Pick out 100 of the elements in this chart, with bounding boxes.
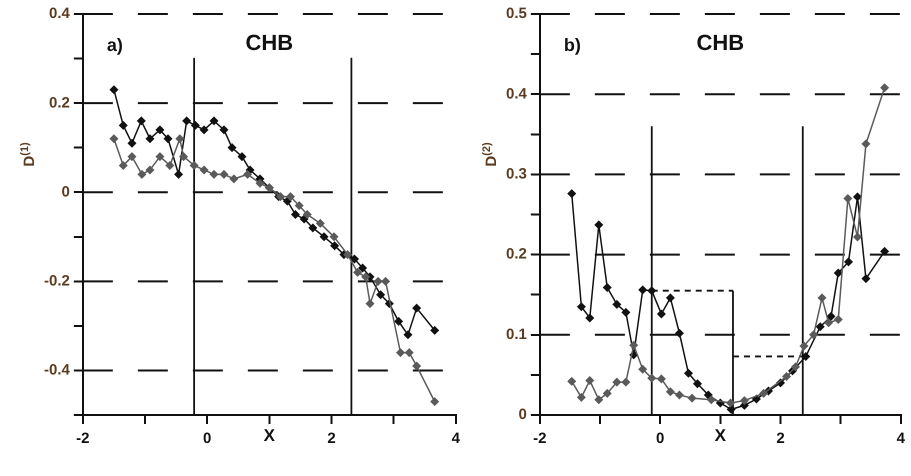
y-tick-label: 0.2 xyxy=(48,94,70,112)
point xyxy=(361,272,370,282)
point xyxy=(286,192,295,202)
point xyxy=(403,330,412,340)
point xyxy=(759,388,768,398)
point xyxy=(880,83,890,92)
point xyxy=(366,299,375,308)
x-tick-label: 0 xyxy=(656,430,664,448)
point xyxy=(200,165,209,174)
text: CHB xyxy=(246,30,294,56)
point xyxy=(638,285,648,294)
point xyxy=(175,134,184,144)
y-axis-title: D(2) xyxy=(481,142,500,167)
point xyxy=(704,390,713,400)
point xyxy=(109,134,118,144)
point xyxy=(302,210,312,219)
x-tick-label: 4 xyxy=(452,430,461,448)
point xyxy=(243,170,252,179)
point xyxy=(861,274,870,284)
point xyxy=(576,392,586,402)
y-tick-label: 0.2 xyxy=(506,246,527,263)
point xyxy=(394,316,404,326)
point xyxy=(219,170,228,179)
point xyxy=(237,152,246,162)
point xyxy=(684,368,693,378)
point xyxy=(320,232,329,242)
point xyxy=(674,390,684,400)
point xyxy=(576,302,586,312)
point xyxy=(674,328,684,338)
point xyxy=(834,315,843,324)
point xyxy=(602,282,612,292)
point xyxy=(818,293,827,302)
point xyxy=(880,246,890,256)
point xyxy=(330,241,340,250)
text: CHB xyxy=(696,30,744,56)
point xyxy=(430,397,440,406)
point xyxy=(843,194,852,203)
x-tick-label: -2 xyxy=(76,430,90,448)
point xyxy=(629,340,638,350)
point xyxy=(228,143,237,152)
point xyxy=(118,160,128,170)
point xyxy=(656,374,666,384)
point xyxy=(824,318,834,328)
point xyxy=(412,361,422,370)
point xyxy=(740,396,749,406)
point xyxy=(200,125,209,134)
point xyxy=(430,326,440,335)
x-axis-title: X xyxy=(714,426,727,446)
point xyxy=(109,85,118,94)
point xyxy=(844,257,853,266)
y-tick-label: 0.1 xyxy=(506,326,527,343)
x-tick-label: -2 xyxy=(533,430,547,448)
point xyxy=(136,116,146,126)
point xyxy=(179,152,188,162)
annotation: a) xyxy=(106,34,123,55)
point xyxy=(118,120,128,130)
point xyxy=(137,170,146,179)
point xyxy=(381,276,390,286)
point xyxy=(316,218,325,228)
point xyxy=(182,116,192,126)
point xyxy=(308,223,318,232)
point xyxy=(594,395,604,404)
y-axis-title: D(1) xyxy=(19,142,38,167)
point xyxy=(799,342,808,351)
point xyxy=(861,139,870,148)
point xyxy=(343,250,352,260)
point xyxy=(229,174,238,184)
point xyxy=(219,125,228,134)
point xyxy=(826,312,836,321)
point xyxy=(329,232,338,242)
point xyxy=(164,134,173,144)
y-tick-label: 0.4 xyxy=(506,85,528,102)
point xyxy=(127,138,136,148)
point xyxy=(174,170,184,179)
point xyxy=(585,313,594,322)
point xyxy=(190,120,200,130)
point xyxy=(290,210,300,219)
point xyxy=(155,125,164,134)
y-tick-label: -0.2 xyxy=(44,272,70,290)
point xyxy=(567,376,576,386)
point xyxy=(656,309,666,318)
point xyxy=(791,362,800,372)
point xyxy=(706,395,716,404)
point xyxy=(612,378,622,387)
point xyxy=(688,394,697,403)
point xyxy=(374,276,383,286)
x-tick-label: 2 xyxy=(327,430,336,448)
point xyxy=(816,322,825,332)
point xyxy=(726,398,736,408)
point xyxy=(145,134,154,144)
point xyxy=(165,160,174,170)
x-tick-label: 4 xyxy=(896,430,906,448)
point xyxy=(585,376,594,386)
point xyxy=(294,201,304,210)
point xyxy=(638,364,648,374)
point xyxy=(647,374,656,383)
point xyxy=(666,387,675,396)
point xyxy=(594,220,604,230)
point xyxy=(210,116,219,126)
point xyxy=(404,348,414,358)
